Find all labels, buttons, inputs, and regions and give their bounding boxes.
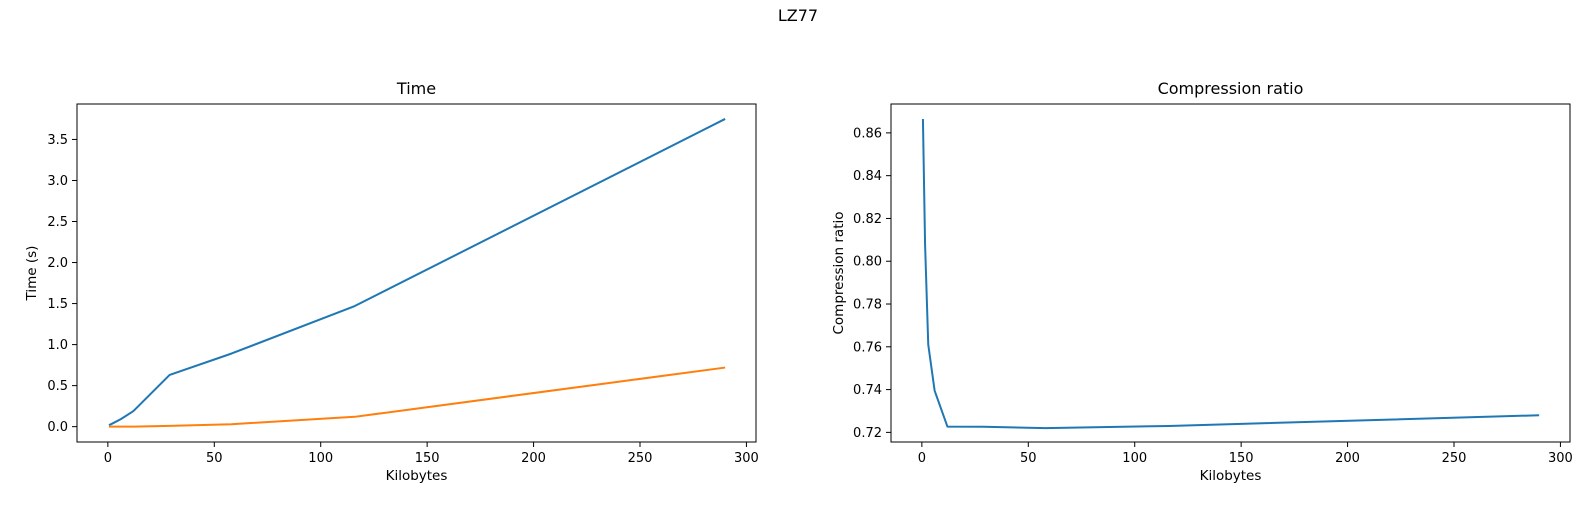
compression-ratio-axes-frame — [890, 103, 1571, 443]
compression-ratio-y-axis-label: Compression ratio — [831, 211, 847, 334]
compression-ratio-y-tick-label: 0.82 — [853, 212, 882, 227]
compression-ratio-title: Compression ratio — [1158, 79, 1304, 98]
time-y-axis-label: Time (s) — [24, 246, 40, 302]
time-y-tick-label: 1.0 — [47, 338, 68, 353]
compression-ratio-y-tick-label: 0.80 — [853, 255, 882, 270]
time-series-line-2 — [108, 366, 726, 428]
time-axes-frame — [76, 103, 757, 443]
compression-ratio-y-tick-label: 0.84 — [853, 169, 882, 184]
time-y-tick-label: 2.5 — [47, 215, 68, 230]
time-x-tick-label: 150 — [415, 451, 440, 466]
compression-ratio-x-tick-label: 200 — [1335, 451, 1360, 466]
compression-ratio-y-tick-label: 0.76 — [853, 340, 882, 355]
time-y-tick-label: 2.0 — [47, 256, 68, 271]
time-y-tick-label: 3.5 — [47, 133, 68, 148]
compression-ratio-y-tick-label: 0.74 — [853, 383, 882, 398]
time-x-axis-label: Kilobytes — [386, 468, 448, 484]
time-y-tick-label: 3.0 — [47, 174, 68, 189]
figure-suptitle: LZ77 — [778, 6, 818, 25]
compression-ratio-series-line-1 — [921, 118, 1540, 430]
compression-ratio-x-tick-label: 300 — [1548, 451, 1573, 466]
subplots: 0 50 100 150 200 250 300 0.0 0.5 1.0 1.5 2.0 2.5 3.0 3… — [24, 79, 1573, 484]
compression-ratio-x-tick-label: 150 — [1229, 451, 1254, 466]
time-y-tick-label: 0.0 — [47, 420, 68, 435]
compression-ratio-y-tick-label: 0.86 — [853, 126, 882, 141]
time-y-tick-label: 0.5 — [47, 379, 68, 394]
time-x-tick-label: 50 — [206, 451, 223, 466]
compression-ratio-x-tick-label: 100 — [1122, 451, 1147, 466]
subplot-compression-ratio: 0 50 100 150 200 250 300 0.72 0.74 0.76 0.78 0.80 0.… — [831, 79, 1573, 484]
time-x-tick-label: 200 — [521, 451, 546, 466]
time-title: Time — [396, 79, 436, 98]
time-x-tick-label: 100 — [308, 451, 333, 466]
time-x-tick-label: 250 — [628, 451, 653, 466]
time-x-tick-label: 0 — [104, 451, 112, 466]
compression-ratio-x-tick-label: 0 — [918, 451, 926, 466]
compression-ratio-x-axis-label: Kilobytes — [1200, 468, 1262, 484]
compression-ratio-y-tick-label: 0.78 — [853, 298, 882, 313]
compression-ratio-x-tick-label: 50 — [1020, 451, 1037, 466]
subplot-time: 0 50 100 150 200 250 300 0.0 0.5 1.0 1.5 2.0 2.5 3.0 3… — [24, 79, 759, 484]
time-y-tick-label: 1.5 — [47, 297, 68, 312]
time-series-line-1 — [108, 118, 726, 426]
time-x-tick-label: 300 — [734, 451, 759, 466]
compression-ratio-x-tick-label: 250 — [1442, 451, 1467, 466]
compression-ratio-y-tick-label: 0.72 — [853, 426, 882, 441]
